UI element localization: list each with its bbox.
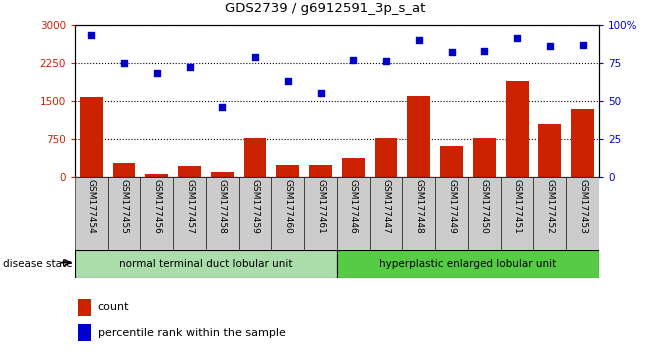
Bar <box>211 172 234 177</box>
Bar <box>107 177 141 250</box>
Bar <box>566 177 599 250</box>
Text: GDS2739 / g6912591_3p_s_at: GDS2739 / g6912591_3p_s_at <box>225 2 426 15</box>
Point <box>577 42 588 47</box>
Bar <box>337 250 599 278</box>
Point <box>217 104 227 110</box>
Bar <box>342 158 365 177</box>
Text: GSM177450: GSM177450 <box>480 179 489 234</box>
Bar <box>75 250 337 278</box>
Bar <box>178 166 201 177</box>
Point <box>479 48 490 53</box>
Bar <box>78 324 91 341</box>
Bar <box>78 299 91 316</box>
Bar <box>337 177 370 250</box>
Point <box>545 43 555 49</box>
Bar <box>113 163 135 177</box>
Bar <box>75 177 107 250</box>
Bar <box>276 165 299 177</box>
Text: percentile rank within the sample: percentile rank within the sample <box>98 328 286 338</box>
Point <box>413 37 424 43</box>
Text: GSM177457: GSM177457 <box>185 179 194 234</box>
Point <box>152 71 162 76</box>
Text: GSM177460: GSM177460 <box>283 179 292 234</box>
Point <box>283 78 293 84</box>
Bar <box>468 177 501 250</box>
Text: GSM177461: GSM177461 <box>316 179 325 234</box>
Bar <box>206 177 239 250</box>
Bar <box>374 138 398 177</box>
Text: GSM177456: GSM177456 <box>152 179 161 234</box>
Point <box>348 57 359 63</box>
Point <box>315 90 326 96</box>
Point <box>512 36 522 41</box>
Text: GSM177454: GSM177454 <box>87 179 96 234</box>
Text: GSM177453: GSM177453 <box>578 179 587 234</box>
Text: GSM177459: GSM177459 <box>251 179 260 234</box>
Text: GSM177451: GSM177451 <box>512 179 521 234</box>
Point <box>86 33 96 38</box>
Text: GSM177446: GSM177446 <box>349 179 358 234</box>
Bar <box>370 177 402 250</box>
Text: disease state: disease state <box>3 259 73 269</box>
Bar <box>271 177 304 250</box>
Text: GSM177449: GSM177449 <box>447 179 456 234</box>
Point <box>184 64 195 70</box>
Bar <box>309 165 332 177</box>
Text: GSM177458: GSM177458 <box>217 179 227 234</box>
Bar <box>304 177 337 250</box>
Text: GSM177452: GSM177452 <box>546 179 554 234</box>
Bar <box>145 174 168 177</box>
Bar <box>243 138 266 177</box>
Bar <box>141 177 173 250</box>
Point <box>118 60 129 66</box>
Bar <box>402 177 435 250</box>
Bar <box>239 177 271 250</box>
Point <box>381 58 391 64</box>
Text: normal terminal duct lobular unit: normal terminal duct lobular unit <box>119 259 293 269</box>
Bar <box>408 96 430 177</box>
Bar <box>173 177 206 250</box>
Bar <box>571 109 594 177</box>
Bar <box>533 177 566 250</box>
Bar <box>80 97 103 177</box>
Text: GSM177455: GSM177455 <box>120 179 128 234</box>
Bar <box>435 177 468 250</box>
Bar <box>538 124 561 177</box>
Text: GSM177447: GSM177447 <box>381 179 391 234</box>
Bar <box>473 138 496 177</box>
Point <box>250 54 260 59</box>
Point <box>447 49 457 55</box>
Text: hyperplastic enlarged lobular unit: hyperplastic enlarged lobular unit <box>380 259 557 269</box>
Text: count: count <box>98 302 129 312</box>
Text: GSM177448: GSM177448 <box>414 179 423 234</box>
Bar <box>506 81 529 177</box>
Bar <box>501 177 533 250</box>
Bar <box>440 145 463 177</box>
